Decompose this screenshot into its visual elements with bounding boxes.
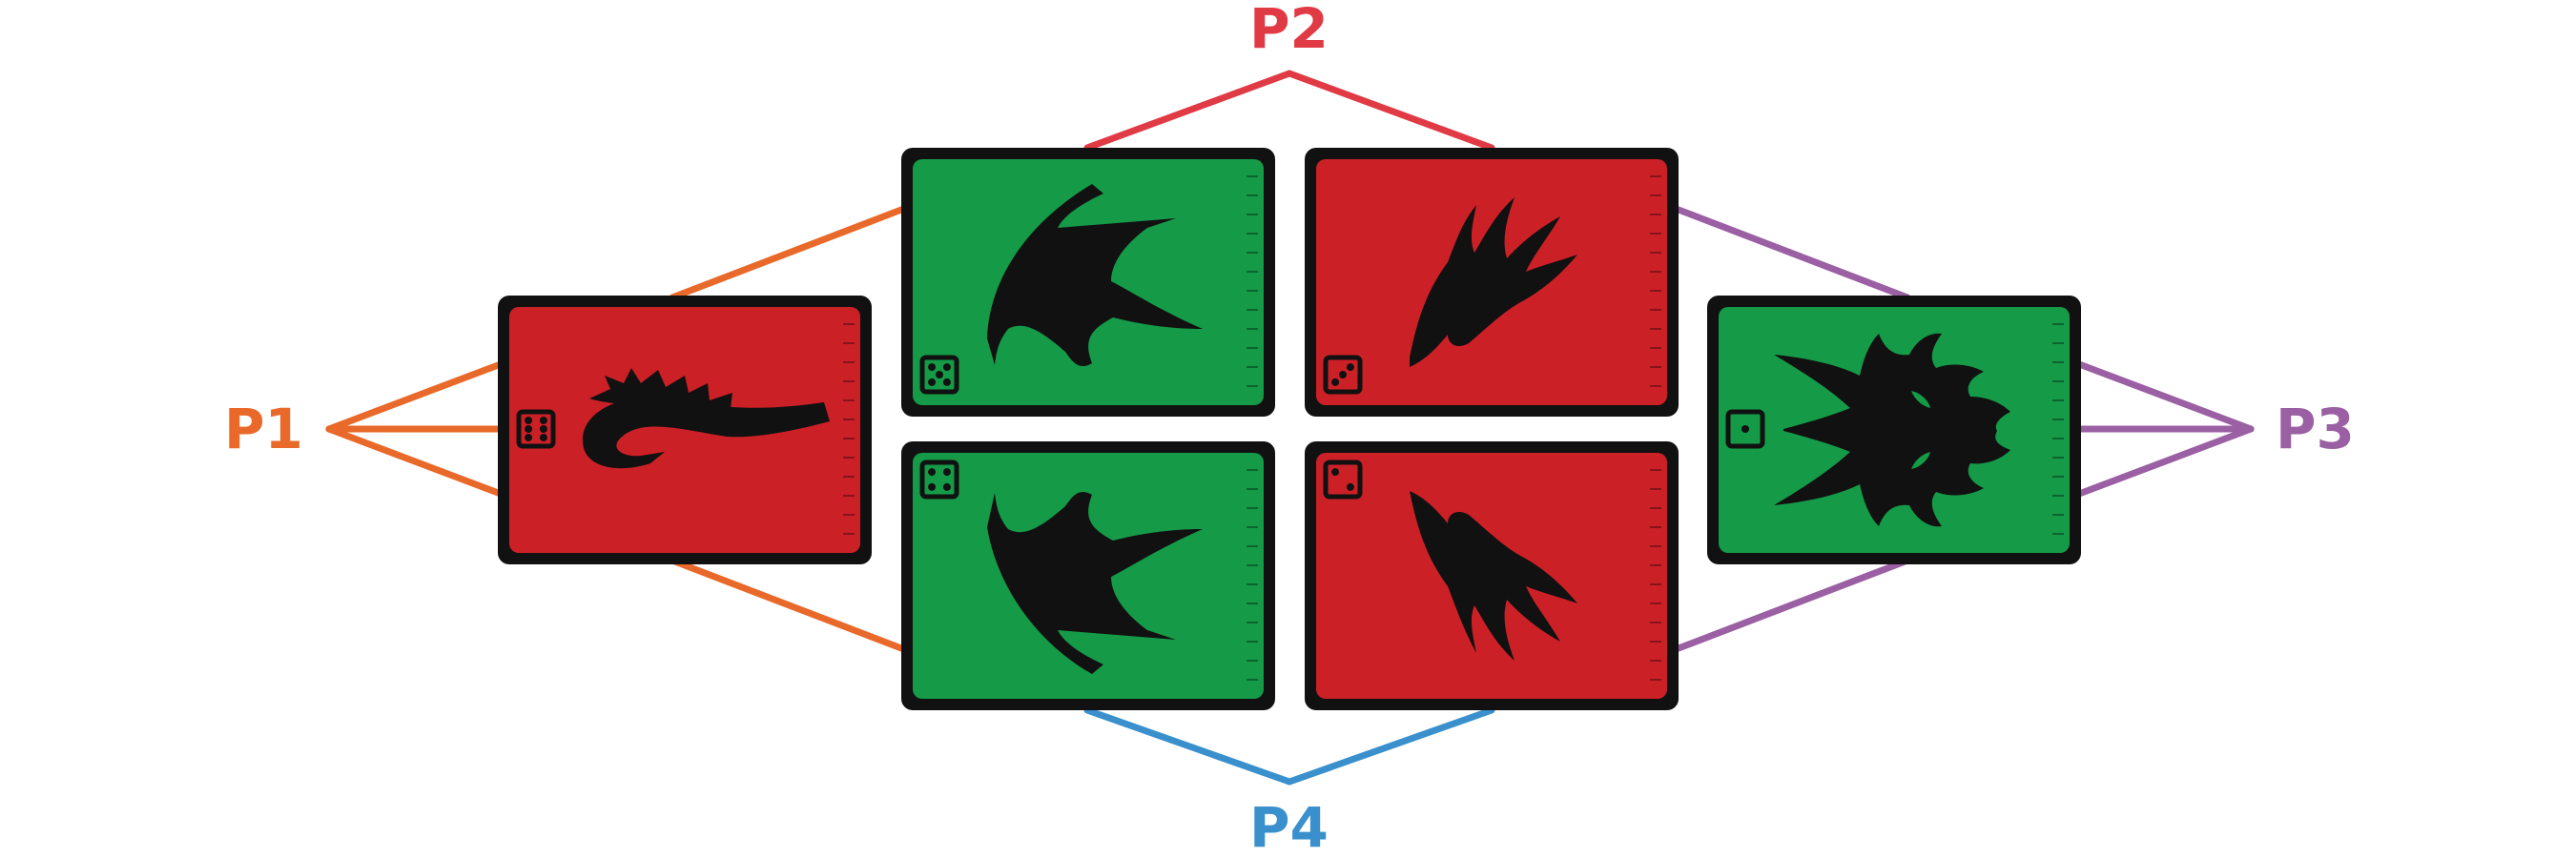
die-icon [919,460,959,500]
player-label-p4: P4 [1249,795,1329,858]
die-pip [928,468,937,477]
die-pip [936,371,943,378]
die-pip [1339,371,1347,378]
creature-card[interactable] [498,296,872,564]
die-pip [1346,482,1354,491]
die-pip [928,482,937,491]
die-pip [942,468,951,477]
die-icon [919,355,959,395]
die-pip [1331,378,1340,386]
die-icon [1725,409,1765,449]
player-label-p3: P3 [2276,397,2355,461]
die-pip [942,363,951,372]
creature-card[interactable] [1707,296,2081,564]
die-frame [1323,460,1363,500]
die-pip [539,434,547,441]
die-icon [1323,460,1363,500]
creature-card[interactable] [901,148,1275,417]
die-frame [919,460,959,500]
die-frame [516,409,556,449]
die-pip [539,425,547,433]
die-pip [942,378,951,386]
wing-icon [987,491,1203,674]
claw-icon [1410,491,1577,661]
claw-icon [1410,197,1577,367]
tail-icon [582,368,830,469]
dragon-head-icon [1774,333,2010,527]
p1-connection-lines [325,206,905,652]
player-label-p2: P2 [1249,0,1329,61]
p2-connection-lines [1083,70,1495,152]
p4-connection-lines [1083,706,1495,786]
die-icon [1323,355,1363,395]
die-pip [525,425,533,433]
creature-card[interactable] [901,441,1275,710]
die-icon [516,409,556,449]
die-pip [1331,468,1340,477]
player-label-p1: P1 [224,397,303,461]
die-frame [919,355,959,395]
die-pip [525,417,533,424]
die-pip [942,482,951,491]
die-pip [928,363,937,372]
creature-card[interactable] [1305,148,1679,417]
p3-connection-lines [1675,206,2255,652]
creature-card[interactable] [1305,441,1679,710]
die-pip [1346,363,1354,372]
wing-icon [987,184,1203,367]
die-pip [525,434,533,441]
die-pip [539,417,547,424]
die-pip [928,378,937,386]
die-frame [1725,409,1765,449]
die-frame [1323,355,1363,395]
die-pip [1741,425,1749,433]
